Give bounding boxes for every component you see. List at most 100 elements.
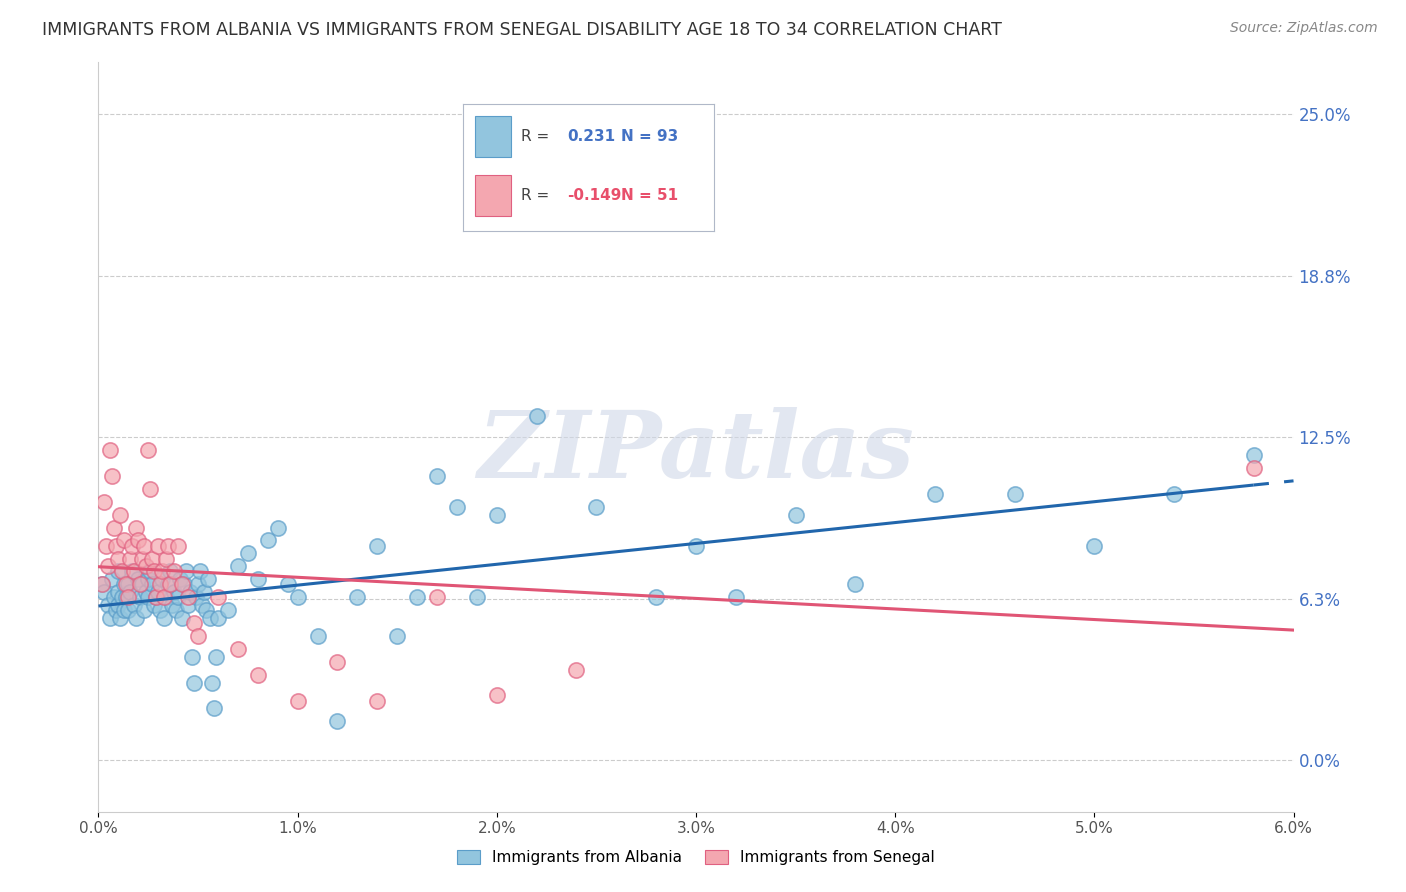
Point (685, 539, 707, 553)
Point (187, 629, 209, 643)
Point (1163, 487, 1185, 501)
Point (277, 577, 299, 591)
Point (195, 603, 218, 617)
Point (1004, 487, 1026, 501)
Point (307, 629, 329, 643)
Point (188, 565, 211, 579)
Point (96, 539, 118, 553)
Point (117, 591, 139, 605)
Point (193, 585, 215, 599)
Point (191, 598, 214, 612)
Point (155, 551, 177, 566)
Point (97, 559, 120, 574)
Point (174, 565, 197, 579)
Point (139, 482, 162, 496)
Point (207, 611, 229, 625)
Point (485, 689, 508, 703)
Point (346, 591, 368, 605)
Point (101, 572, 124, 586)
Point (124, 598, 146, 612)
Point (526, 409, 548, 424)
Text: IMMIGRANTS FROM ALBANIA VS IMMIGRANTS FROM SENEGAL DISABILITY AGE 18 TO 34 CORRE: IMMIGRANTS FROM ALBANIA VS IMMIGRANTS FR… (42, 21, 1002, 38)
Point (136, 572, 159, 586)
Point (150, 572, 173, 586)
Point (136, 442, 159, 457)
Point (134, 539, 156, 553)
Point (107, 598, 129, 612)
Point (107, 585, 129, 599)
Point (160, 598, 183, 612)
Point (91, 577, 114, 591)
Legend: Immigrants from Albania, Immigrants from Senegal: Immigrants from Albania, Immigrants from… (451, 844, 941, 871)
Point (121, 539, 143, 553)
Point (287, 693, 309, 707)
Point (226, 642, 249, 657)
Point (117, 603, 139, 617)
Point (157, 577, 180, 591)
Point (645, 591, 668, 605)
Point (120, 551, 142, 566)
Point (115, 591, 138, 605)
Point (120, 585, 142, 599)
Point (217, 603, 239, 617)
Point (134, 603, 156, 617)
Point (446, 500, 468, 514)
Point (201, 675, 224, 690)
Point (91, 577, 114, 591)
Point (97, 598, 120, 612)
Point (135, 585, 157, 599)
Point (103, 520, 125, 534)
Point (385, 629, 409, 643)
Point (187, 577, 209, 591)
Point (105, 603, 128, 617)
Point (205, 649, 228, 664)
Point (145, 591, 167, 605)
Point (143, 565, 166, 579)
Point (366, 539, 388, 553)
Point (112, 533, 135, 548)
Point (256, 533, 278, 548)
Point (163, 585, 186, 599)
Point (287, 591, 309, 605)
Point (111, 591, 134, 605)
Point (426, 468, 449, 483)
Point (844, 577, 866, 591)
Point (93, 494, 115, 508)
Point (148, 539, 170, 553)
Point (112, 577, 135, 591)
Point (198, 611, 221, 625)
Point (207, 591, 229, 605)
Point (177, 591, 200, 605)
Point (105, 539, 128, 553)
Point (183, 616, 205, 631)
Point (149, 577, 172, 591)
Point (129, 577, 152, 591)
Point (107, 551, 129, 566)
Point (177, 598, 200, 612)
Point (141, 551, 163, 566)
Point (115, 577, 138, 591)
Point (103, 591, 125, 605)
Point (110, 611, 132, 625)
Point (131, 551, 153, 566)
Point (153, 611, 176, 625)
Point (197, 572, 219, 586)
Point (150, 565, 173, 579)
Point (129, 591, 152, 605)
Point (179, 585, 201, 599)
Point (1083, 539, 1105, 553)
Point (406, 591, 429, 605)
Point (236, 546, 259, 560)
Point (267, 520, 290, 534)
Point (172, 611, 194, 625)
Text: ZIPatlas: ZIPatlas (478, 407, 914, 497)
Point (326, 714, 349, 729)
Point (924, 487, 946, 501)
Point (173, 577, 195, 591)
Point (426, 591, 449, 605)
Point (181, 649, 204, 664)
Point (202, 701, 225, 715)
Point (121, 565, 143, 579)
Point (155, 591, 177, 605)
Point (585, 500, 607, 514)
